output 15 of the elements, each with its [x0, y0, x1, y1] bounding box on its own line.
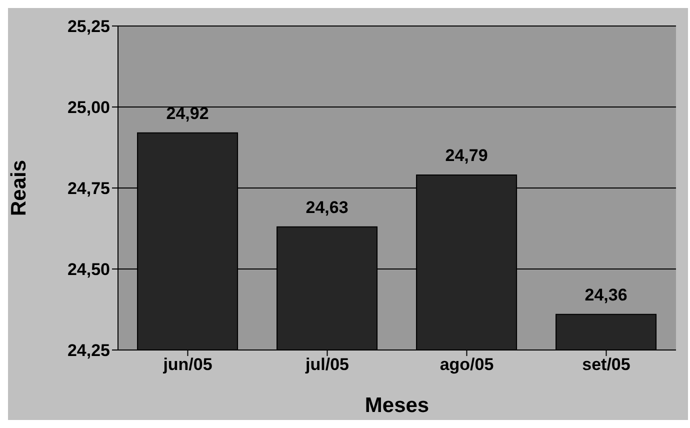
data-label: 24,79	[445, 146, 488, 166]
data-label: 24,63	[306, 198, 348, 217]
x-tick-label: ago/05	[440, 355, 494, 374]
data-label: 24,92	[166, 104, 209, 123]
y-tick-label: 24,50	[67, 260, 110, 280]
x-tick-label: jul/05	[304, 355, 349, 374]
y-axis-title: Reais	[7, 160, 30, 216]
data-label: 24,36	[584, 285, 628, 304]
x-tick-label: jun/05	[162, 355, 212, 374]
x-tick-label: set/05	[582, 355, 630, 374]
y-tick-label: 24,25	[67, 341, 110, 360]
y-tick-label: 25,00	[67, 98, 110, 118]
x-axis-title: Meses	[364, 394, 430, 417]
y-tick-label: 25,25	[67, 17, 110, 36]
y-tick-label: 24,75	[67, 179, 110, 198]
